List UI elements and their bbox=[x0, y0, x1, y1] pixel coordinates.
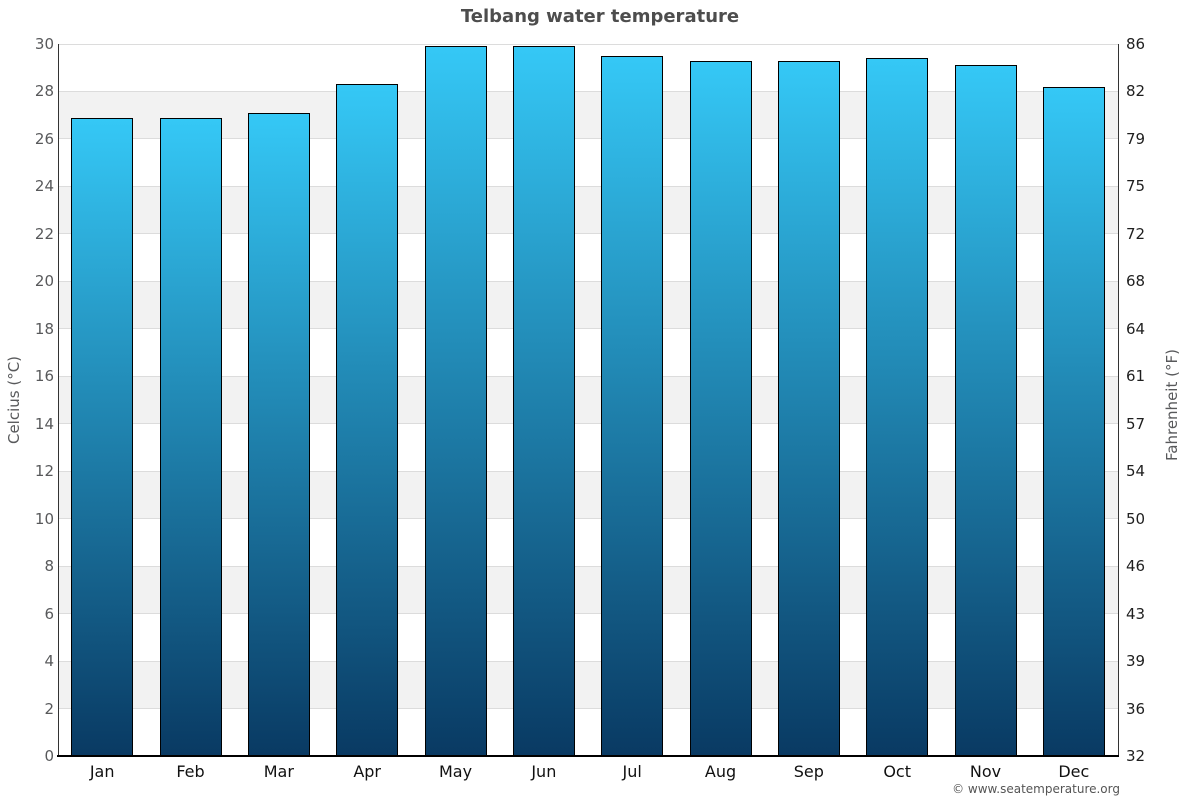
y-axis-tick-celsius-8: 8 bbox=[44, 557, 54, 576]
bar-feb[interactable] bbox=[159, 117, 222, 756]
grid-line bbox=[58, 233, 1118, 235]
y-axis-tick-fahrenheit-82: 82 bbox=[1126, 82, 1146, 101]
y-axis-tick-fahrenheit-68: 68 bbox=[1126, 272, 1146, 291]
y-axis-tick-fahrenheit-86: 86 bbox=[1126, 35, 1146, 53]
y-axis-tick-fahrenheit-50: 50 bbox=[1126, 509, 1146, 528]
grid-band bbox=[58, 281, 1118, 329]
y-axis-tick-celsius-2: 2 bbox=[44, 699, 54, 718]
x-axis-label-jun: Jun bbox=[531, 762, 557, 781]
y-axis-tick-fahrenheit-39: 39 bbox=[1126, 652, 1146, 671]
grid-band bbox=[58, 566, 1118, 614]
y-axis-tick-fahrenheit-64: 64 bbox=[1126, 319, 1146, 338]
bar-sep[interactable] bbox=[777, 60, 840, 756]
x-axis-label-oct: Oct bbox=[883, 762, 911, 781]
y-axis-title-fahrenheit: Fahrenheit (°F) bbox=[1163, 349, 1181, 461]
chart-title: Telbang water temperature bbox=[460, 6, 740, 27]
bar-dec[interactable] bbox=[1042, 86, 1105, 756]
grid-line bbox=[58, 90, 1118, 92]
grid-line bbox=[58, 708, 1118, 710]
y-axis-tick-fahrenheit-54: 54 bbox=[1126, 462, 1146, 481]
bar-jun[interactable] bbox=[512, 46, 575, 756]
y-axis-tick-celsius-14: 14 bbox=[34, 414, 54, 433]
y-axis-tick-fahrenheit-72: 72 bbox=[1126, 224, 1146, 243]
bar-oct[interactable] bbox=[866, 58, 929, 756]
y-axis-tick-fahrenheit-57: 57 bbox=[1126, 414, 1146, 433]
y-axis-tick-celsius-30: 30 bbox=[34, 35, 54, 53]
y-axis-tick-celsius-24: 24 bbox=[34, 177, 54, 196]
y-axis-tick-celsius-6: 6 bbox=[44, 604, 54, 623]
y-axis-tick-celsius-18: 18 bbox=[34, 319, 54, 338]
bar-aug[interactable] bbox=[689, 60, 752, 756]
bar-nov[interactable] bbox=[954, 65, 1017, 756]
y-axis-tick-celsius-12: 12 bbox=[34, 462, 54, 481]
y-axis-tick-celsius-0: 0 bbox=[44, 747, 54, 765]
x-axis-label-aug: Aug bbox=[704, 762, 737, 781]
grid-line bbox=[58, 185, 1118, 187]
y-axis-tick-fahrenheit-75: 75 bbox=[1126, 177, 1146, 196]
x-axis-label-nov: Nov bbox=[969, 762, 1002, 781]
x-axis-label-jul: Jul bbox=[622, 762, 642, 781]
y-axis-tick-celsius-10: 10 bbox=[34, 509, 54, 528]
x-axis-label-dec: Dec bbox=[1058, 762, 1090, 781]
copyright-text: © www.seatemperature.org bbox=[952, 782, 1120, 796]
grid-line bbox=[58, 423, 1118, 425]
y-axis-tick-fahrenheit-32: 32 bbox=[1126, 747, 1146, 765]
y-axis-tick-fahrenheit-46: 46 bbox=[1126, 557, 1146, 576]
left-axis-line bbox=[58, 44, 59, 757]
y-axis-tick-fahrenheit-61: 61 bbox=[1126, 367, 1146, 386]
x-axis-label-may: May bbox=[438, 762, 473, 781]
grid-line bbox=[58, 518, 1118, 520]
grid-band bbox=[58, 91, 1118, 139]
grid-line bbox=[58, 328, 1118, 330]
y-axis-tick-celsius-16: 16 bbox=[34, 367, 54, 386]
bar-may[interactable] bbox=[424, 46, 487, 756]
grid-band bbox=[58, 186, 1118, 234]
grid-line bbox=[58, 613, 1118, 615]
y-axis-tick-celsius-26: 26 bbox=[34, 129, 54, 148]
x-axis-label-apr: Apr bbox=[353, 762, 381, 781]
x-axis-label-sep: Sep bbox=[793, 762, 824, 781]
grid-line bbox=[58, 565, 1118, 567]
x-axis-label-mar: Mar bbox=[263, 762, 294, 781]
y-axis-tick-fahrenheit-43: 43 bbox=[1126, 604, 1146, 623]
y-axis-tick-fahrenheit-79: 79 bbox=[1126, 129, 1146, 148]
grid-band bbox=[58, 661, 1118, 709]
right-axis-line bbox=[1118, 44, 1119, 757]
grid-line bbox=[58, 470, 1118, 472]
x-axis-baseline bbox=[57, 755, 1119, 757]
bar-mar[interactable] bbox=[247, 112, 310, 756]
bar-jul[interactable] bbox=[601, 55, 664, 756]
y-axis-tick-fahrenheit-36: 36 bbox=[1126, 699, 1146, 718]
y-axis-tick-celsius-4: 4 bbox=[44, 652, 54, 671]
grid-line bbox=[58, 138, 1118, 140]
bar-jan[interactable] bbox=[71, 117, 134, 756]
y-axis-tick-celsius-22: 22 bbox=[34, 224, 54, 243]
bar-apr[interactable] bbox=[336, 84, 399, 756]
y-axis-tick-celsius-20: 20 bbox=[34, 272, 54, 291]
grid-line bbox=[58, 660, 1118, 662]
grid-band bbox=[58, 471, 1118, 519]
grid-line bbox=[58, 375, 1118, 377]
x-axis-label-feb: Feb bbox=[176, 762, 205, 781]
grid-band bbox=[58, 376, 1118, 424]
y-axis-tick-celsius-28: 28 bbox=[34, 82, 54, 101]
grid-line bbox=[58, 280, 1118, 282]
grid-line bbox=[58, 43, 1118, 45]
x-axis-label-jan: Jan bbox=[89, 762, 115, 781]
